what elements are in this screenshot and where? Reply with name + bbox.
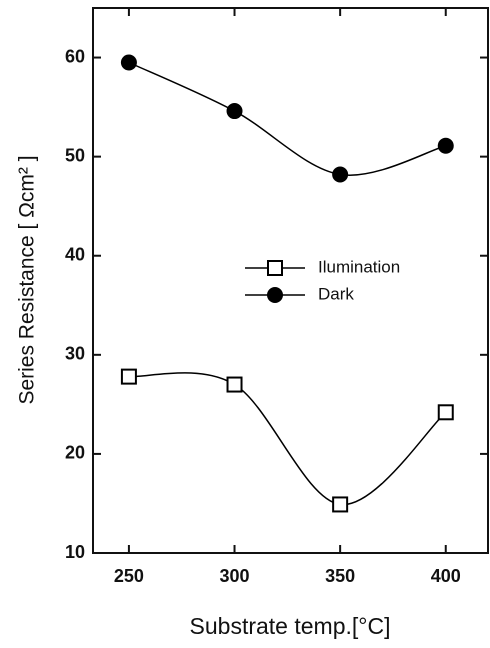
x-tick-label: 400: [431, 566, 461, 586]
y-tick-label: 20: [65, 443, 85, 463]
data-point: [120, 54, 137, 71]
y-tick-label: 50: [65, 145, 85, 165]
legend-label: Ilumination: [318, 257, 400, 276]
data-point: [437, 404, 454, 421]
y-axis-label: Series Resistance [ Ωcm² ]: [16, 155, 39, 404]
x-axis-label: Substrate temp.[°C]: [190, 613, 391, 639]
data-point: [226, 103, 243, 120]
x-tick-label: 350: [325, 566, 355, 586]
data-point: [332, 166, 349, 183]
y-tick-label: 40: [65, 244, 85, 264]
x-tick-label: 300: [220, 566, 250, 586]
series-line: [128, 372, 447, 506]
data-point: [332, 496, 349, 513]
series-line: [128, 61, 446, 176]
x-tick-label: 250: [114, 566, 144, 586]
data-point: [437, 137, 454, 154]
legend-marker: [267, 260, 283, 276]
y-tick-label: 30: [65, 344, 85, 364]
data-point: [120, 368, 137, 385]
data-point: [226, 376, 243, 393]
legend-label: Dark: [318, 284, 354, 303]
plot-frame: [92, 7, 489, 554]
y-tick-label: 60: [65, 46, 85, 66]
y-tick-label: 10: [65, 542, 85, 562]
legend-marker: [267, 287, 283, 303]
